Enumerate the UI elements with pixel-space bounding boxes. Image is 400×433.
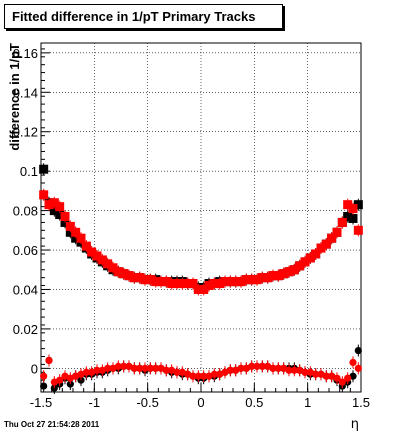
chart-title: Fitted difference in 1/pT Primary Tracks [4,4,283,29]
y-tick-label: 0 [31,361,38,376]
x-tick-label: 0.5 [245,395,263,410]
y-tick-label: 0.08 [13,204,38,219]
y-tick-label: 0.12 [13,125,38,140]
x-tick-label: -0.5 [136,395,158,410]
x-tick-labels: -1.5 -1 -0.5 0 0.5 1 1.5 [30,395,370,410]
grid [41,43,361,392]
y-axis-label: difference in 1/pT [7,43,22,151]
y-tick-label: 0.1 [20,164,38,179]
timestamp: Thu Oct 27 21:54:28 2011 [4,420,100,429]
x-tick-label: 1 [304,395,311,410]
y-tick-label: 0.06 [13,243,38,258]
data-markers [39,163,363,395]
y-tick-label: 0.02 [13,322,38,337]
x-tick-label: 0 [197,395,204,410]
x-tick-label: 1.5 [352,395,370,410]
y-tick-labels: 0 0.02 0.04 0.06 0.08 0.1 0.12 0.14 0.16 [13,46,38,376]
y-tick-label: 0.16 [13,46,38,61]
x-axis-label: η [351,417,359,432]
x-tick-label: -1.5 [30,395,52,410]
y-tick-label: 0.04 [13,282,38,297]
y-tick-label: 0.14 [13,85,38,100]
x-tick-label: -1 [89,395,101,410]
